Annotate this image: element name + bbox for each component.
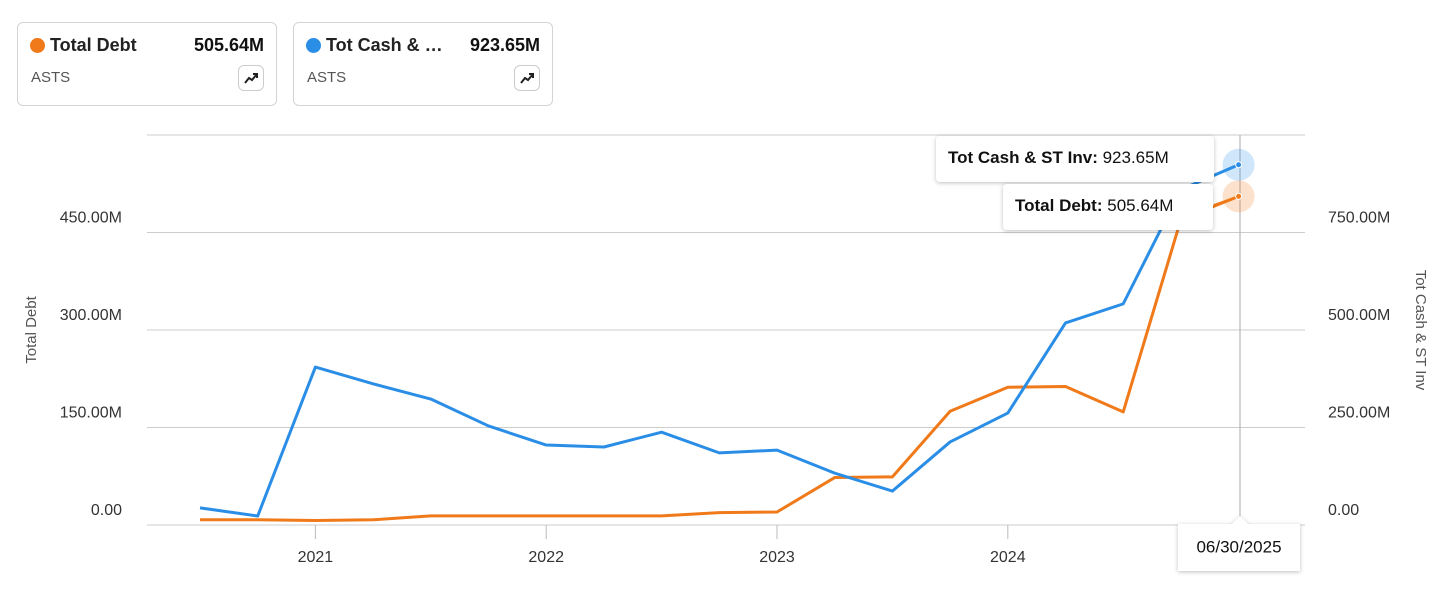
tooltip-value: 505.64M: [1107, 196, 1173, 215]
legend-ticker: ASTS: [31, 69, 71, 86]
tooltip-box: [936, 136, 1214, 182]
legend-card[interactable]: Total Debt 505.64M ASTS: [17, 22, 277, 106]
tooltip-box: [1003, 184, 1213, 230]
tooltip-label: Tot Cash & ST Inv:: [948, 148, 1098, 167]
y2-tick-label: 500.00M: [1328, 307, 1390, 324]
tooltip-connector: [1213, 195, 1239, 206]
x-tick-label: 2022: [528, 549, 564, 566]
trend-icon: [520, 73, 534, 84]
y2-axis-label: Tot Cash & ST Inv: [1412, 270, 1429, 391]
legend-dot: [30, 38, 45, 53]
y-tick-label: 450.00M: [60, 210, 122, 227]
tooltip-label: Total Debt:: [1015, 196, 1103, 215]
date-box: [1178, 516, 1300, 571]
legend-value: 505.64M: [193, 35, 264, 55]
series-line: [200, 194, 1240, 522]
tooltip-entry: Tot Cash & ST Inv: 923.65M: [948, 148, 1169, 167]
trend-icon: [244, 73, 258, 84]
y2-tick-label: 250.00M: [1328, 405, 1390, 422]
legend-ticker: ASTS: [307, 69, 347, 86]
y-axis-label: Total Debt: [23, 295, 40, 363]
trend-button[interactable]: [238, 65, 264, 91]
tooltip-entry: Total Debt: 505.64M: [1015, 196, 1173, 215]
y2-tick-label: 0.00: [1328, 502, 1359, 519]
series-line: [199, 163, 1240, 518]
y2-tick-label: 750.00M: [1328, 210, 1390, 227]
tooltip: Tot Cash & ST Inv: 923.65M Total Debt: 5…: [936, 136, 1300, 571]
y-tick-label: 0.00: [91, 502, 122, 519]
tooltip-value: 923.65M: [1103, 148, 1169, 167]
legend-card[interactable]: Tot Cash & ST Inv 923.65M ASTS: [293, 22, 553, 106]
tooltip-date: 06/30/2025: [1196, 537, 1281, 556]
legend-dot: [306, 38, 321, 53]
highlight-point: [1235, 161, 1243, 169]
highlight-point: [1235, 192, 1243, 200]
x-tick-label: 2024: [990, 549, 1026, 566]
tooltip-connector: [1213, 163, 1239, 176]
y-tick-label: 150.00M: [60, 405, 122, 422]
legend-value: 923.65M: [469, 35, 540, 55]
y-tick-label: 300.00M: [60, 307, 122, 324]
x-tick-label: 2021: [298, 549, 334, 566]
x-tick-label: 2023: [759, 549, 795, 566]
trend-button[interactable]: [514, 65, 540, 91]
